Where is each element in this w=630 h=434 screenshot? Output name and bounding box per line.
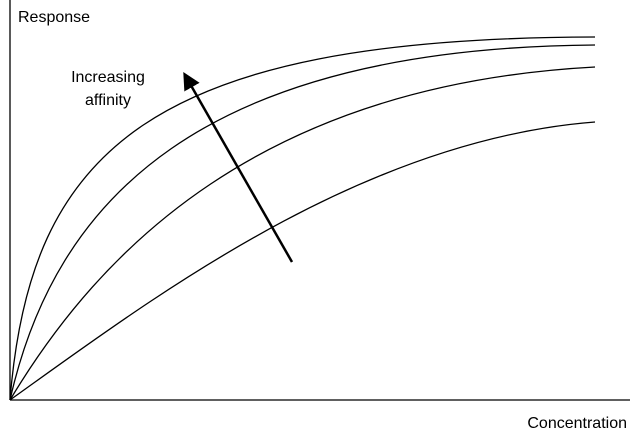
annotation-line: Increasing <box>71 69 145 86</box>
x-axis-label: Concentration <box>527 415 627 432</box>
curve <box>9 66 596 401</box>
curve <box>9 36 596 401</box>
y-axis-label: Response <box>18 9 90 26</box>
arrow <box>183 71 294 263</box>
curve <box>9 121 596 401</box>
curve <box>9 44 596 401</box>
annotation-line: affinity <box>85 92 131 109</box>
